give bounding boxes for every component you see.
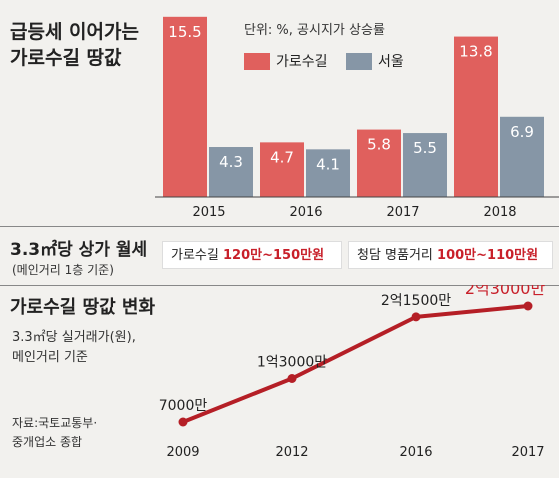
line-chart-note-line2: 메인거리 기준: [12, 350, 88, 365]
rent-panel: 3.3㎡당 상가 월세 (메인거리 1층 기준) 가로수길 120만~150만원…: [0, 226, 559, 286]
legend-label-seoul: 서울: [378, 54, 404, 70]
rent-title: 3.3㎡당 상가 월세: [10, 240, 148, 260]
bar-seoul-2016: [306, 149, 350, 197]
rent-garosu-value: 120만~150만원: [222, 248, 325, 263]
line-point-2009: [178, 417, 188, 427]
bar-seoul-2015: [209, 147, 253, 197]
bar-label-garosu-2016: 4.7: [270, 148, 294, 166]
bar-seoul-2017: [403, 133, 447, 197]
line-x-tick-2017: 2017: [511, 445, 544, 460]
line-point-label-2016: 2억1500만: [381, 293, 451, 309]
legend-label-garosu: 가로수길: [276, 54, 328, 70]
bar-label-garosu-2018: 13.8: [459, 43, 492, 61]
x-tick-label-2017: 2017: [386, 205, 419, 220]
line-chart-source-line2: 중개업소 종합: [12, 435, 82, 449]
line-chart-title: 가로수길 땅값 변화: [10, 296, 155, 318]
line-point-label-2012: 1억3000만: [257, 355, 327, 371]
bar-label-seoul-2017: 5.5: [413, 139, 437, 157]
line-series: [182, 304, 529, 424]
line-point-2012: [287, 374, 297, 383]
line-chart-source-line1: 자료:국토교통부·: [12, 416, 97, 430]
x-tick-label-2015: 2015: [192, 205, 225, 220]
line-x-tick-2016: 2016: [399, 445, 432, 460]
rent-cheongdam-label: 청담 명품거리: [357, 248, 433, 263]
line-point-label-2009: 7000만: [159, 398, 208, 414]
line-point-label-2017: 2억3000만: [465, 285, 546, 298]
legend-swatch-garosu: [244, 53, 270, 70]
bar-garosu-2017: [357, 129, 401, 197]
line-point-2017: [523, 301, 533, 311]
rent-cheongdam-value: 100만~110만원: [437, 248, 539, 263]
line-chart: 가로수길 땅값 변화 3.3㎡당 실거래가(원), 메인거리 기준자료:국토교통부·…: [10, 279, 546, 460]
bar-chart-unit-note: 단위: %, 공시지가 상승률: [244, 23, 385, 38]
bar-garosu-2016: [260, 142, 304, 197]
line-chart-note-line1: 3.3㎡당 실거래가(원),: [12, 330, 136, 345]
bar-garosu-2015: [163, 16, 207, 197]
legend-swatch-seoul: [346, 53, 372, 70]
bar-chart-title-line1: 급등세 이어가는: [10, 21, 139, 43]
rent-subtitle: (메인거리 1층 기준): [12, 263, 114, 277]
bar-chart-title-line2: 가로수길 땅값: [10, 47, 122, 69]
bar-garosu-2018: [454, 36, 498, 198]
x-tick-label-2016: 2016: [289, 205, 322, 220]
bar-label-garosu-2017: 5.8: [367, 136, 391, 154]
x-tick-label-2018: 2018: [483, 205, 516, 220]
line-x-tick-2012: 2012: [275, 445, 308, 460]
bar-label-seoul-2015: 4.3: [219, 153, 243, 171]
rent-garosu-box: 가로수길 120만~150만원: [162, 241, 342, 269]
bar-label-seoul-2016: 4.1: [316, 155, 340, 173]
bar-label-seoul-2018: 6.9: [510, 123, 534, 141]
bar-label-garosu-2015: 15.5: [168, 23, 201, 41]
line-point-2016: [411, 312, 421, 322]
rent-cheongdam-box: 청담 명품거리 100만~110만원: [348, 241, 553, 269]
line-x-tick-2009: 2009: [166, 445, 199, 460]
bar-seoul-2018: [500, 116, 544, 197]
rent-garosu-label: 가로수길: [171, 248, 219, 263]
